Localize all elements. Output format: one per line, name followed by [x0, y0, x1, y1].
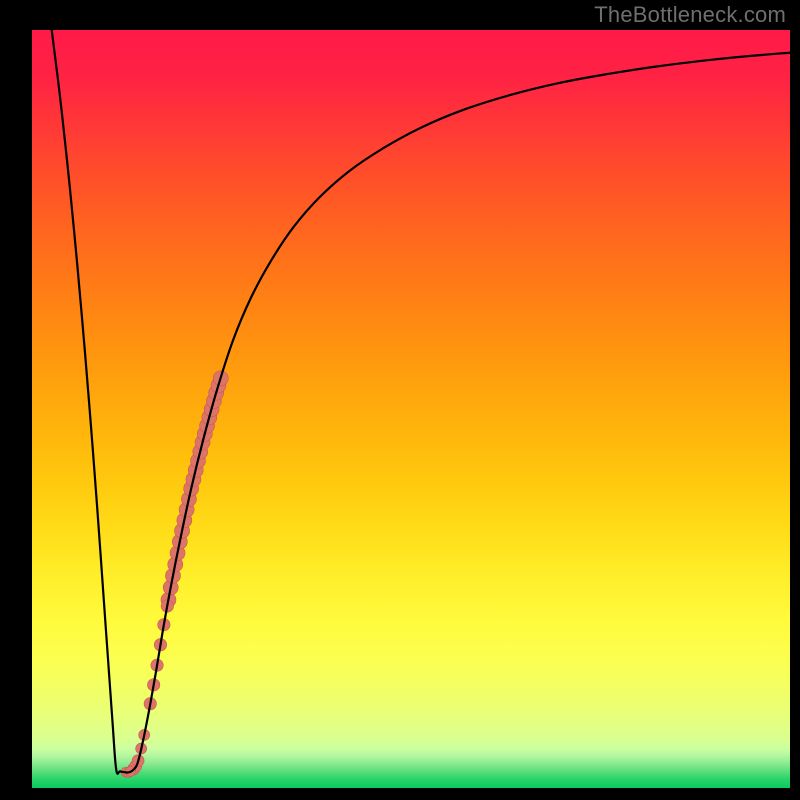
bottleneck-curve-chart [0, 0, 800, 800]
gradient-background [32, 30, 790, 788]
chart-stage: TheBottleneck.com [0, 0, 800, 800]
watermark-text: TheBottleneck.com [594, 2, 786, 28]
